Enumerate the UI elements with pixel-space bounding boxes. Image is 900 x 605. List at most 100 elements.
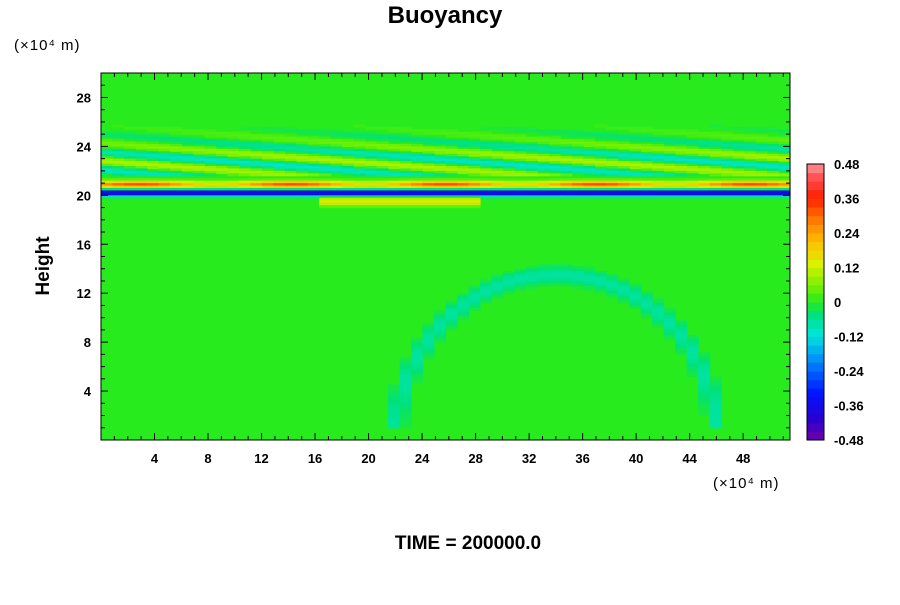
- heatmap-cell: [307, 192, 320, 196]
- heatmap-cell: [204, 134, 217, 138]
- heatmap-cell: [583, 276, 596, 280]
- heatmap-cell: [261, 168, 274, 172]
- heatmap-cell: [399, 195, 412, 199]
- heatmap-cell: [261, 165, 274, 170]
- heatmap-cell: [238, 170, 251, 174]
- heatmap-cell: [491, 126, 504, 130]
- heatmap-cell: [146, 187, 160, 192]
- heatmap-cell: [698, 134, 711, 138]
- heatmap-cell: [319, 139, 332, 143]
- heatmap-cell: [502, 173, 515, 177]
- heatmap-cell: [434, 156, 447, 160]
- heatmap-cell: [744, 146, 757, 150]
- heatmap-cell: [548, 148, 561, 152]
- heatmap-cell: [675, 325, 688, 329]
- colorbar-tick-label: -0.24: [834, 364, 864, 379]
- heatmap-cell: [388, 405, 401, 409]
- heatmap-cell: [537, 178, 550, 182]
- heatmap-cell: [399, 170, 412, 174]
- heatmap-cell: [261, 183, 274, 187]
- heatmap-cell: [319, 170, 332, 174]
- heatmap-cell: [445, 305, 458, 309]
- heatmap-cell: [617, 153, 630, 157]
- heatmap-cell: [376, 202, 389, 206]
- heatmap-cell: [571, 168, 584, 172]
- heatmap-cell: [525, 139, 538, 143]
- heatmap-cell: [502, 273, 515, 277]
- heatmap-cell: [342, 187, 355, 192]
- heatmap-cell: [491, 190, 504, 194]
- heatmap-cell: [778, 163, 791, 167]
- heatmap-cell: [181, 168, 194, 172]
- y-axis-title: Height: [33, 236, 54, 296]
- heatmap-cell: [594, 276, 607, 280]
- heatmap-cell: [238, 143, 251, 147]
- heatmap-cell: [273, 170, 286, 174]
- heatmap-cell: [296, 173, 309, 177]
- heatmap-cell: [755, 153, 768, 157]
- heatmap-cell: [698, 161, 711, 165]
- heatmap-cell: [123, 126, 137, 130]
- heatmap-cell: [617, 192, 630, 196]
- heatmap-cell: [537, 165, 550, 170]
- heatmap-cell: [491, 295, 504, 299]
- heatmap-cell: [686, 366, 699, 370]
- heatmap-cell: [571, 161, 584, 165]
- heatmap-cell: [698, 165, 711, 170]
- heatmap-cell: [296, 168, 309, 172]
- heatmap-cell: [732, 126, 745, 130]
- heatmap-cell: [698, 351, 711, 355]
- heatmap-cell: [238, 183, 251, 187]
- heatmap-cell: [675, 146, 688, 150]
- heatmap-cell: [319, 129, 332, 133]
- heatmap-cell: [663, 195, 676, 199]
- heatmap-cell: [594, 273, 607, 277]
- heatmap-cell: [273, 146, 286, 150]
- heatmap-cell: [319, 205, 332, 209]
- heatmap-cell: [204, 170, 217, 174]
- heatmap-cell: [686, 334, 699, 338]
- colorbar-swatch: [807, 405, 824, 415]
- heatmap-cell: [652, 312, 665, 316]
- heatmap-cell: [583, 283, 596, 287]
- heatmap-cell: [445, 312, 458, 316]
- heatmap-cell: [215, 139, 228, 143]
- heatmap-cell: [468, 192, 481, 196]
- heatmap-cell: [767, 168, 780, 172]
- heatmap-cell: [606, 187, 619, 192]
- heatmap-cell: [479, 195, 493, 199]
- heatmap-cell: [721, 190, 734, 194]
- heatmap-cell: [525, 280, 538, 285]
- heatmap-cell: [227, 141, 240, 145]
- heatmap-cell: [640, 165, 653, 170]
- x-tick-label: 8: [204, 451, 211, 466]
- heatmap-cell: [388, 178, 401, 182]
- heatmap-cell: [146, 134, 160, 138]
- heatmap-cell: [617, 156, 630, 160]
- heatmap-cell: [411, 168, 424, 172]
- heatmap-cell: [744, 170, 757, 174]
- heatmap-cell: [101, 173, 114, 177]
- heatmap-cell: [422, 153, 435, 157]
- heatmap-cell: [227, 153, 240, 157]
- heatmap-cell: [353, 161, 366, 165]
- heatmap-cell: [123, 136, 137, 140]
- heatmap-cell: [675, 170, 688, 174]
- heatmap-cell: [468, 185, 481, 189]
- heatmap-cell: [307, 190, 320, 194]
- heatmap-cell: [514, 146, 527, 150]
- heatmap-cell: [445, 153, 458, 157]
- heatmap-cell: [422, 192, 435, 196]
- heatmap-cell: [273, 139, 286, 143]
- heatmap-cell: [560, 148, 573, 152]
- heatmap-cell: [548, 187, 561, 192]
- heatmap-cell: [525, 190, 538, 194]
- heatmap-cell: [146, 156, 160, 160]
- y-tick-label: 4: [84, 384, 92, 399]
- heatmap-cell: [629, 192, 642, 196]
- x-tick-label: 48: [736, 451, 750, 466]
- heatmap-cell: [135, 173, 148, 177]
- heatmap-cell: [468, 146, 481, 150]
- heatmap-cell: [686, 373, 699, 377]
- heatmap-cell: [261, 141, 274, 145]
